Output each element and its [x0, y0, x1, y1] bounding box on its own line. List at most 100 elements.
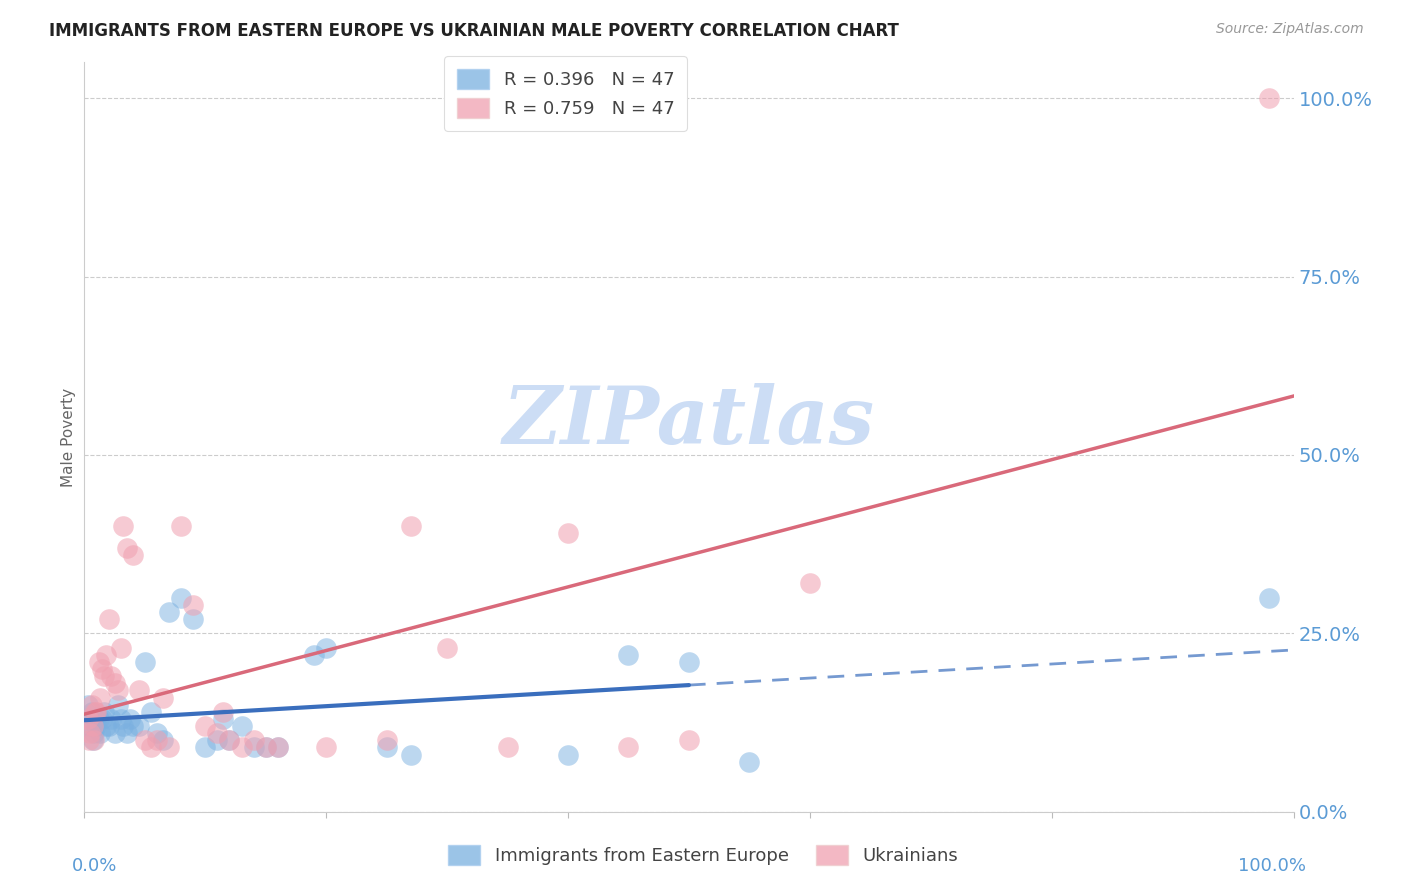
Point [84, 712, 107, 726]
Point [181, 612, 204, 626]
Point [557, 747, 579, 762]
Point [91, 712, 114, 726]
Text: Source: ZipAtlas.com: Source: ZipAtlas.com [1216, 22, 1364, 37]
Point [79, 726, 101, 740]
Point [267, 740, 290, 755]
Point [1258, 91, 1281, 105]
Point [157, 740, 180, 755]
Point [110, 640, 132, 655]
Point [242, 740, 264, 755]
Point [110, 712, 132, 726]
Point [121, 548, 143, 562]
Point [87, 655, 110, 669]
Point [207, 726, 229, 740]
Point [89, 690, 111, 705]
Point [375, 733, 398, 747]
Point [77, 698, 100, 712]
Point [399, 747, 422, 762]
Point [207, 733, 229, 747]
Text: ZIPatlas: ZIPatlas [503, 384, 875, 461]
Point [617, 648, 640, 662]
Point [100, 669, 122, 683]
Point [254, 740, 277, 755]
Point [91, 662, 114, 676]
Point [678, 733, 700, 747]
Point [181, 598, 204, 612]
Point [170, 519, 193, 533]
Point [134, 655, 156, 669]
Legend: Immigrants from Eastern Europe, Ukrainians: Immigrants from Eastern Europe, Ukrainia… [439, 836, 967, 874]
Point [115, 726, 138, 740]
Point [212, 712, 235, 726]
Point [267, 740, 290, 755]
Point [128, 719, 150, 733]
Legend: R = 0.396   N = 47, R = 0.759   N = 47: R = 0.396 N = 47, R = 0.759 N = 47 [444, 56, 688, 130]
Point [231, 719, 253, 733]
Point [315, 740, 337, 755]
Point [212, 705, 235, 719]
Point [375, 740, 398, 755]
Point [79, 712, 101, 726]
Point [77, 733, 100, 747]
Point [152, 733, 174, 747]
Y-axis label: Male Poverty: Male Poverty [60, 387, 76, 487]
Point [557, 526, 579, 541]
Point [83, 726, 105, 740]
Point [93, 669, 115, 683]
Point [86, 719, 108, 733]
Point [94, 648, 117, 662]
Point [302, 648, 325, 662]
Point [84, 705, 107, 719]
Point [157, 605, 180, 619]
Point [139, 740, 162, 755]
Point [218, 733, 240, 747]
Point [218, 733, 240, 747]
Point [87, 712, 110, 726]
Point [678, 655, 700, 669]
Point [617, 740, 640, 755]
Point [104, 726, 127, 740]
Point [254, 740, 277, 755]
Point [80, 698, 103, 712]
Point [82, 719, 104, 733]
Point [134, 733, 156, 747]
Point [146, 733, 169, 747]
Point [194, 719, 217, 733]
Point [80, 705, 103, 719]
Point [146, 726, 169, 740]
Point [104, 676, 127, 690]
Point [120, 712, 142, 726]
Point [83, 733, 105, 747]
Point [170, 591, 193, 605]
Point [139, 705, 162, 719]
Point [77, 712, 100, 726]
Point [738, 755, 761, 769]
Point [315, 640, 337, 655]
Point [89, 726, 111, 740]
Point [97, 719, 120, 733]
Text: 100.0%: 100.0% [1237, 856, 1306, 875]
Point [115, 541, 138, 555]
Point [93, 705, 115, 719]
Point [82, 733, 104, 747]
Point [436, 640, 458, 655]
Point [799, 576, 821, 591]
Point [100, 712, 122, 726]
Point [496, 740, 519, 755]
Point [242, 733, 264, 747]
Point [121, 719, 143, 733]
Point [77, 719, 100, 733]
Text: 0.0%: 0.0% [72, 856, 118, 875]
Point [1258, 591, 1281, 605]
Point [112, 719, 135, 733]
Point [128, 683, 150, 698]
Point [152, 690, 174, 705]
Point [107, 698, 129, 712]
Text: IMMIGRANTS FROM EASTERN EUROPE VS UKRAINIAN MALE POVERTY CORRELATION CHART: IMMIGRANTS FROM EASTERN EUROPE VS UKRAIN… [49, 22, 898, 40]
Point [107, 683, 129, 698]
Point [112, 519, 135, 533]
Point [194, 740, 217, 755]
Point [231, 740, 253, 755]
Point [399, 519, 422, 533]
Point [94, 719, 117, 733]
